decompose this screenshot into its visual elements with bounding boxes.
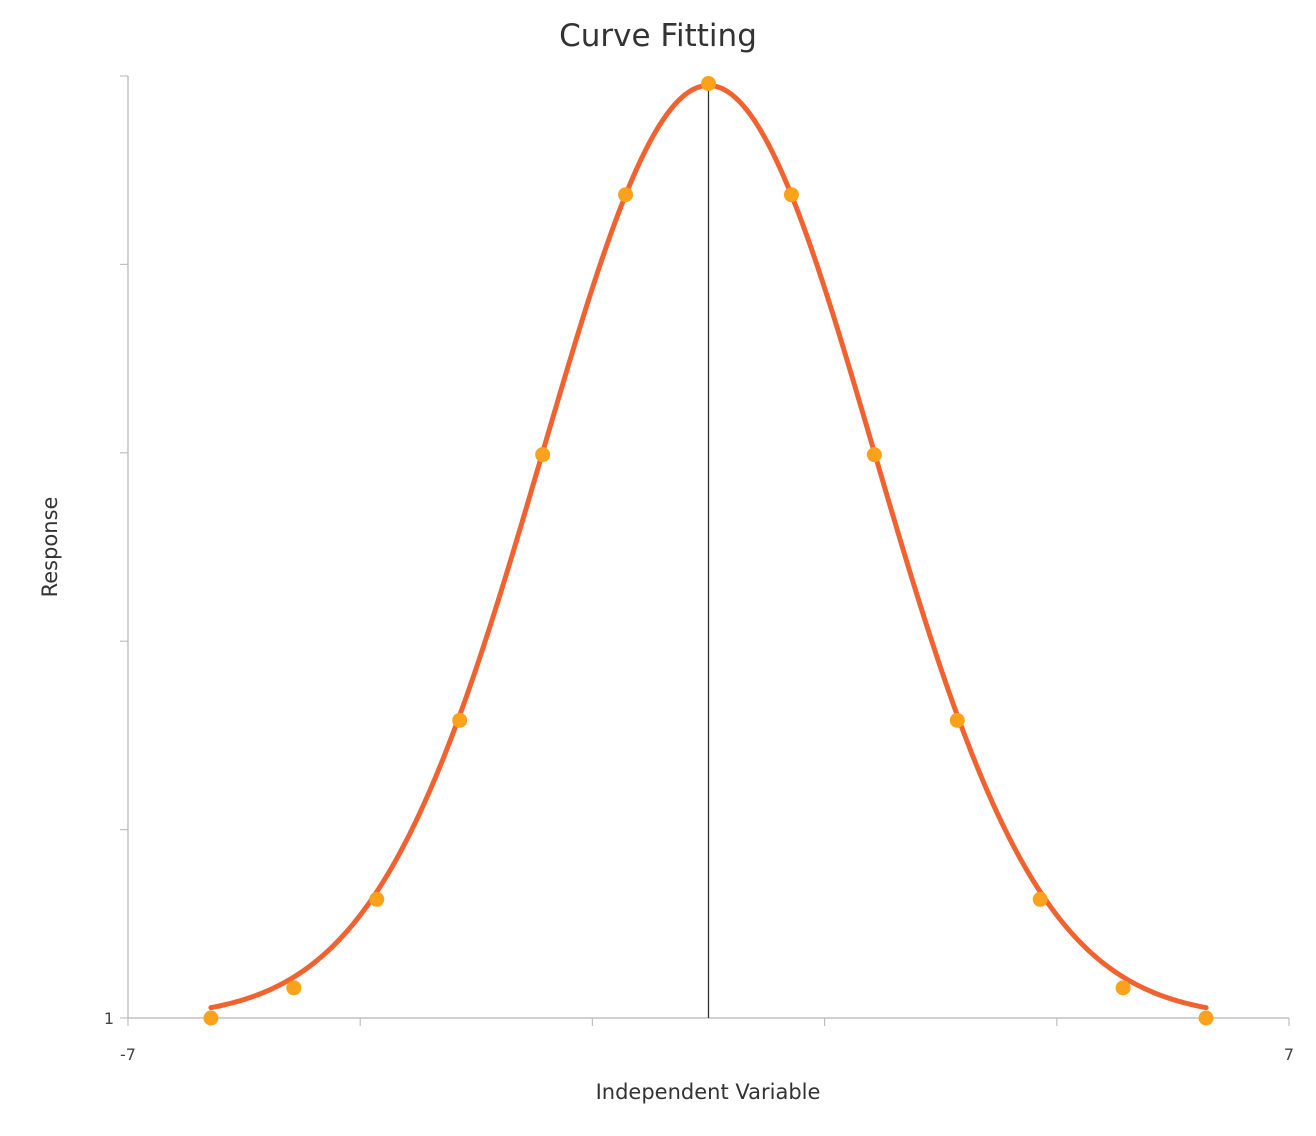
tick-labels: -7 7 1: [104, 1009, 1294, 1064]
data-point-8: [866, 447, 882, 463]
data-point-5: [618, 187, 634, 203]
data-point-7: [783, 187, 799, 203]
data-point-3: [452, 712, 468, 728]
x-tick-label-1: 7: [1284, 1045, 1294, 1064]
data-point-4: [535, 447, 551, 463]
data-point-6: [701, 76, 716, 92]
data-point-10: [1032, 891, 1048, 907]
data-point-2: [369, 891, 385, 907]
data-point-11: [1115, 980, 1131, 996]
y-axis-label: Response: [38, 497, 62, 598]
x-axis-label: Independent Variable: [596, 1080, 821, 1104]
y-tick-label-0: 1: [104, 1009, 114, 1028]
chart-title: Curve Fitting: [559, 18, 757, 54]
x-tick-label-0: -7: [120, 1045, 136, 1064]
ticks: [120, 75, 1290, 1026]
data-point-12: [1198, 1010, 1214, 1026]
data-points: [203, 76, 1214, 1026]
data-point-0: [203, 1010, 219, 1026]
data-point-9: [949, 712, 965, 728]
data-point-1: [286, 980, 302, 996]
